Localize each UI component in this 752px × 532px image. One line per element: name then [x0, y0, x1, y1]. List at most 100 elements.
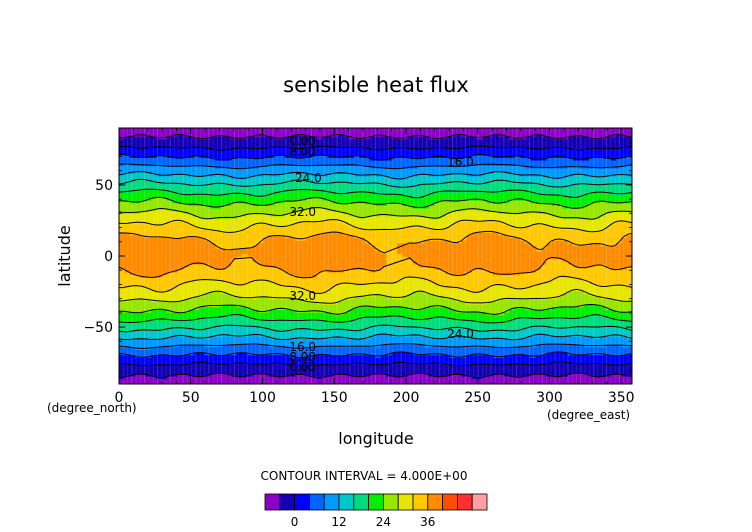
- contour-band-cell: [119, 269, 125, 273]
- contour-band-cell: [231, 184, 259, 188]
- contour-band-cell: [487, 288, 632, 292]
- contour-band-cell: [375, 333, 393, 337]
- contour-band-cell: [151, 309, 168, 313]
- contour-band-cell: [487, 285, 510, 289]
- contour-band-cell: [167, 208, 307, 212]
- contour-band-cell: [119, 336, 168, 340]
- contour-band-cell: [167, 189, 291, 193]
- contour-band-cell: [268, 213, 286, 217]
- contour-band-cell: [525, 306, 553, 310]
- contour-band-cell: [119, 272, 131, 276]
- contour-band-cell: [551, 136, 569, 140]
- contour-band-cell: [493, 170, 505, 174]
- contour-band-cell: [119, 322, 632, 326]
- contour-band-cell: [119, 338, 632, 342]
- contour-band-cell: [439, 200, 489, 204]
- contour-band-cell: [135, 354, 152, 358]
- contour-band-cell: [562, 226, 606, 230]
- contour-band-cell: [306, 208, 329, 212]
- contour-band-cell: [621, 146, 632, 150]
- contour-band-cell: [519, 154, 628, 158]
- contour-band-cell: [482, 173, 521, 177]
- contour-band-cell: [119, 306, 200, 310]
- contour-band-cell: [119, 226, 200, 230]
- contour-band-cell: [546, 333, 632, 337]
- contour-band-cell: [599, 304, 632, 308]
- contour-label: 24.0: [447, 327, 474, 341]
- contour-band-cell: [386, 202, 403, 206]
- contour-band-cell: [562, 293, 590, 297]
- contour-band-cell: [498, 210, 532, 214]
- contour-band-cell: [348, 362, 371, 366]
- contour-band-cell: [332, 200, 441, 204]
- x-tick-label: 100: [249, 390, 276, 406]
- contour-band-cell: [119, 141, 632, 145]
- contour-band-cell: [444, 362, 548, 366]
- contour-band-cell: [119, 154, 131, 158]
- contour-band-cell: [471, 328, 521, 332]
- contour-band-cell: [466, 336, 526, 340]
- contour-band-cell: [354, 234, 467, 238]
- contour-band-cell: [482, 376, 632, 380]
- contour-band-cell: [562, 194, 585, 198]
- contour-band-cell: [273, 136, 286, 140]
- contour-band-cell: [546, 258, 564, 262]
- contour-band-cell: [605, 325, 617, 329]
- contour-band-cell: [172, 173, 190, 177]
- contour-band-cell: [509, 224, 532, 228]
- contour-label: 0.00: [289, 360, 316, 374]
- y-axis-label: latitude: [55, 225, 74, 286]
- contour-band-cell: [119, 128, 632, 132]
- contour-band-cell: [348, 213, 382, 217]
- contour-band-cell: [557, 296, 601, 300]
- contour-band-cell: [610, 266, 628, 270]
- contour-band-cell: [199, 306, 248, 310]
- contour-band-cell: [193, 213, 248, 217]
- contour-band-cell: [306, 373, 334, 377]
- contour-band-cell: [119, 280, 190, 284]
- contour-band-cell: [578, 165, 622, 169]
- contour-band-cell: [124, 269, 179, 273]
- contour-band-cell: [119, 152, 632, 156]
- contour-band-cell: [466, 181, 489, 185]
- contour-band-cell: [386, 362, 446, 366]
- contour-band-cell: [477, 290, 569, 294]
- contour-band-cell: [183, 282, 238, 286]
- contour-band-cell: [589, 192, 612, 196]
- contour-band-cell: [284, 136, 318, 140]
- contour-band-cell: [364, 328, 435, 332]
- contour-band-cell: [551, 202, 590, 206]
- contour-band-cell: [573, 173, 585, 177]
- contour-band-cell: [407, 306, 425, 310]
- contour-band-cell: [247, 282, 280, 286]
- contour-band-cell: [589, 314, 606, 318]
- contour-band-cell: [332, 373, 350, 377]
- contour-band-cell: [129, 298, 152, 302]
- contour-band-cell: [359, 154, 473, 158]
- contour-band-cell: [535, 269, 632, 273]
- contour-band-cell: [509, 136, 526, 140]
- contour-band-cell: [407, 256, 632, 260]
- contour-band-cell: [567, 136, 590, 140]
- contour-band-cell: [156, 208, 168, 212]
- contour-band-cell: [119, 232, 131, 236]
- contour-band-cell: [167, 154, 195, 158]
- contour-band-cell: [370, 165, 419, 169]
- contour-band-cell: [605, 314, 632, 318]
- contour-line: [119, 303, 632, 315]
- contour-band-cell: [263, 240, 366, 244]
- contour-band-cell: [546, 261, 569, 265]
- contour-band-cell: [444, 181, 467, 185]
- contour-band-cell: [348, 373, 371, 377]
- contour-line: [119, 133, 632, 140]
- contour-label: 16.0: [447, 155, 474, 169]
- contour-label: 32.0: [289, 289, 316, 303]
- contour-band-cell: [615, 242, 632, 246]
- contour-band-cell: [407, 373, 430, 377]
- contour-band-cell: [396, 250, 632, 254]
- contour-band-cell: [268, 234, 286, 238]
- contour-band-cell: [535, 354, 632, 358]
- contour-band-cell: [306, 288, 329, 292]
- contour-band-cell: [306, 346, 632, 350]
- contour-band-cell: [546, 245, 632, 249]
